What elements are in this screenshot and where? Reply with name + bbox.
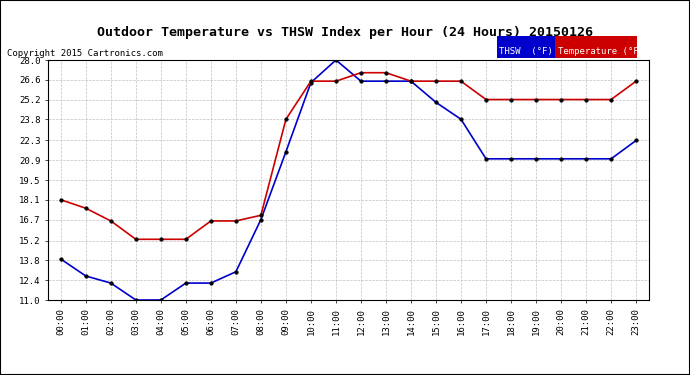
Text: Temperature (°F): Temperature (°F) <box>558 47 644 56</box>
Text: Copyright 2015 Cartronics.com: Copyright 2015 Cartronics.com <box>7 49 163 58</box>
Text: Outdoor Temperature vs THSW Index per Hour (24 Hours) 20150126: Outdoor Temperature vs THSW Index per Ho… <box>97 26 593 39</box>
Text: THSW  (°F): THSW (°F) <box>499 47 553 56</box>
